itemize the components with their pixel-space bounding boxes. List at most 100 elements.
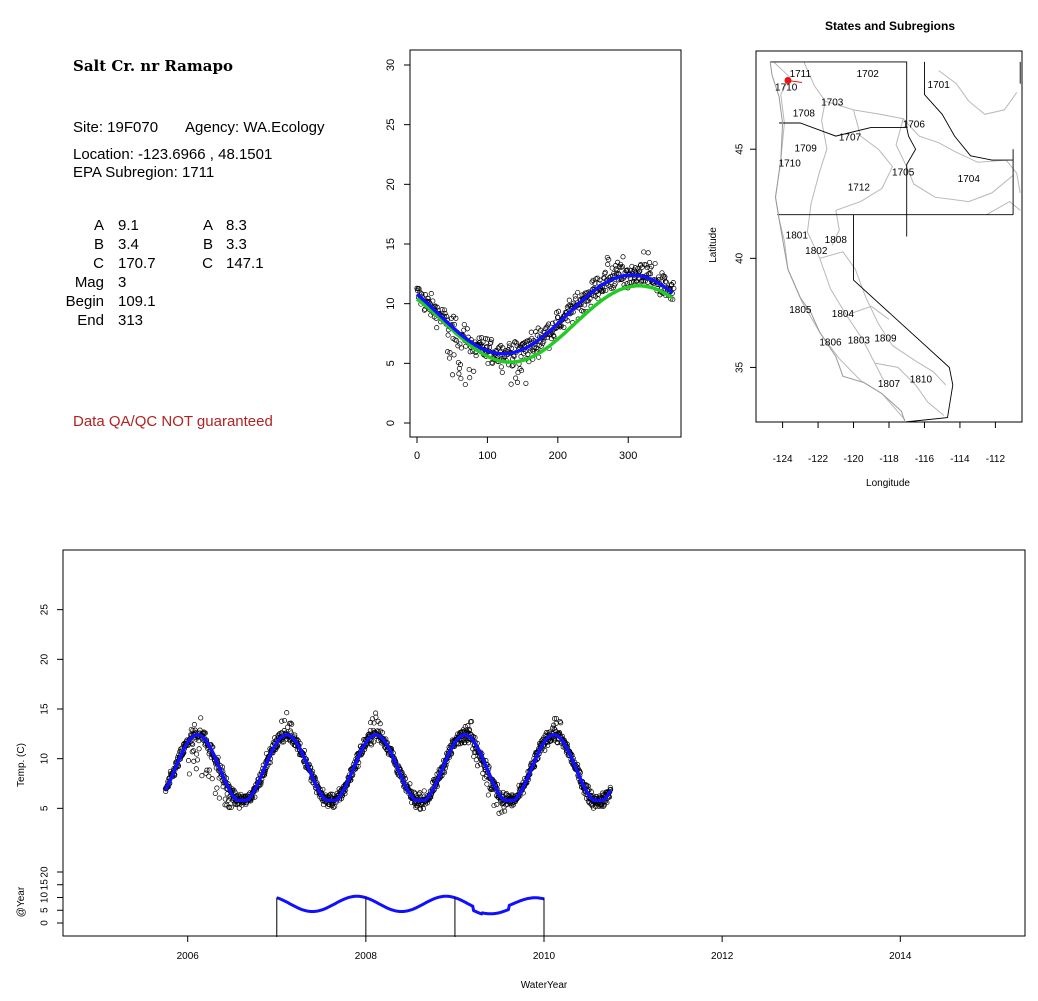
fit-line-blue bbox=[415, 273, 674, 356]
y-tick-label: 40 bbox=[735, 252, 746, 264]
data-point bbox=[525, 351, 531, 357]
data-point bbox=[445, 349, 451, 355]
data-point bbox=[670, 280, 676, 286]
data-point bbox=[206, 773, 212, 779]
data-point bbox=[648, 271, 654, 277]
data-point bbox=[542, 747, 548, 753]
subregion-label: 1805 bbox=[789, 305, 812, 316]
data-point bbox=[474, 763, 481, 769]
y-tick-label: 15 bbox=[385, 238, 397, 250]
data-point bbox=[601, 275, 607, 281]
subregion-label: 1808 bbox=[825, 235, 848, 246]
data-point bbox=[575, 289, 581, 296]
data-point bbox=[509, 345, 515, 351]
x-tick-label: -118 bbox=[879, 454, 899, 465]
data-point bbox=[407, 781, 413, 787]
data-point bbox=[455, 741, 462, 747]
data-point bbox=[330, 804, 337, 810]
data-point bbox=[512, 339, 518, 345]
param-value: 313 bbox=[118, 312, 144, 329]
data-point bbox=[371, 739, 377, 745]
data-point bbox=[467, 349, 473, 355]
data-point bbox=[600, 287, 606, 293]
data-point bbox=[644, 265, 650, 271]
data-point bbox=[502, 808, 508, 814]
data-point bbox=[198, 715, 204, 721]
data-point bbox=[587, 296, 593, 302]
param-label: Begin bbox=[65, 293, 104, 310]
data-point bbox=[513, 375, 519, 381]
x-tick-label: 2010 bbox=[533, 951, 556, 962]
epa-subregion: EPA Subregion: 1711 bbox=[73, 164, 215, 181]
data-point bbox=[597, 277, 603, 283]
param-value: 9.1 bbox=[118, 217, 139, 234]
data-point bbox=[416, 286, 422, 292]
data-point bbox=[191, 722, 197, 728]
y-axis-label: Temp. (C) bbox=[16, 743, 27, 787]
subregion-line bbox=[874, 362, 945, 416]
data-point bbox=[662, 279, 668, 285]
data-point bbox=[279, 739, 285, 745]
x-tick-label: -114 bbox=[950, 454, 970, 465]
data-point bbox=[453, 337, 459, 344]
subregion-line bbox=[938, 70, 1018, 115]
data-point bbox=[643, 262, 649, 268]
subregion-label: 1707 bbox=[839, 132, 862, 143]
x-tick-label: 2006 bbox=[177, 951, 200, 962]
data-point bbox=[645, 250, 651, 256]
data-point bbox=[228, 804, 234, 810]
data-point bbox=[652, 260, 658, 267]
data-point bbox=[499, 369, 505, 375]
data-point bbox=[473, 353, 479, 359]
data-point bbox=[565, 318, 571, 324]
data-point bbox=[528, 329, 534, 335]
y-tick-label: 30 bbox=[385, 59, 397, 71]
param-label: End bbox=[77, 312, 104, 329]
subregion-label: 1708 bbox=[793, 108, 816, 119]
subregion-line bbox=[895, 118, 1014, 203]
data-point bbox=[518, 368, 525, 374]
data-point bbox=[411, 789, 417, 795]
data-point bbox=[203, 770, 209, 776]
data-point bbox=[252, 794, 258, 800]
data-point bbox=[518, 354, 524, 360]
data-point bbox=[456, 365, 462, 371]
data-point bbox=[551, 716, 558, 722]
data-point bbox=[434, 304, 440, 310]
subregion-label: 1802 bbox=[805, 246, 828, 257]
param-value: 3.3 bbox=[226, 236, 247, 253]
data-point bbox=[417, 790, 423, 796]
data-point bbox=[222, 796, 228, 802]
data-point bbox=[462, 724, 468, 730]
subregion-label: 1710 bbox=[775, 82, 798, 93]
data-point bbox=[434, 325, 440, 331]
data-point bbox=[589, 803, 595, 809]
data-point bbox=[189, 749, 195, 755]
y-tick-label: 10 bbox=[40, 753, 51, 765]
y-tick-label: 5 bbox=[385, 360, 397, 366]
subregion-label: 1807 bbox=[878, 379, 901, 390]
site-title: Salt Cr. nr Ramapo bbox=[73, 57, 233, 75]
param-value: 170.7 bbox=[118, 255, 156, 272]
yearly-curve bbox=[276, 894, 545, 916]
subregion-label: 1804 bbox=[832, 309, 855, 320]
data-point bbox=[425, 295, 431, 302]
x-tick-label: 2012 bbox=[711, 951, 734, 962]
data-point bbox=[428, 291, 434, 297]
data-point bbox=[458, 345, 464, 351]
data-point bbox=[484, 781, 490, 787]
data-point bbox=[647, 259, 653, 266]
y2-tick-label: 15 bbox=[40, 879, 51, 891]
data-point bbox=[500, 345, 506, 351]
data-point bbox=[607, 784, 613, 790]
data-point bbox=[458, 375, 464, 382]
state-boundaries bbox=[770, 61, 1021, 423]
data-point bbox=[220, 784, 226, 790]
data-point bbox=[629, 263, 635, 269]
y-tick-label: 10 bbox=[385, 298, 397, 310]
x-tick-label: -122 bbox=[808, 454, 828, 465]
data-point bbox=[659, 270, 665, 276]
data-point bbox=[190, 748, 197, 754]
data-point bbox=[288, 720, 294, 726]
x-axis-label: Longitude bbox=[866, 478, 910, 489]
